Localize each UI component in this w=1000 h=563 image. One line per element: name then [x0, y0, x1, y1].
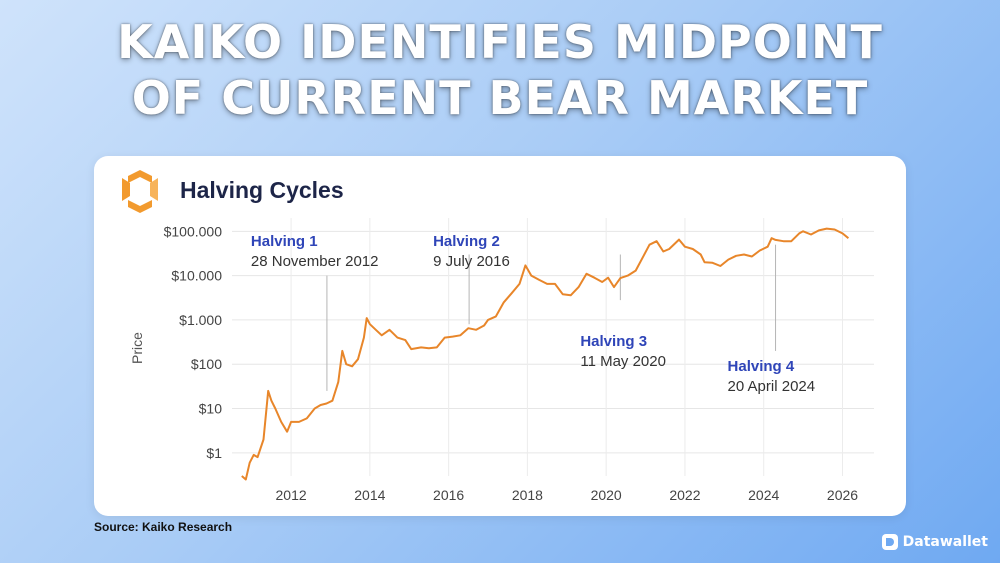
x-tick-label: 2026 [827, 487, 858, 503]
x-tick-label: 2012 [276, 487, 307, 503]
x-tick-label: 2014 [354, 487, 385, 503]
y-tick-label: $1.000 [179, 312, 222, 328]
halving-date: 28 November 2012 [251, 253, 379, 270]
y-tick-label: $100.000 [164, 223, 223, 239]
y-axis-label: Price [129, 332, 145, 364]
halving-title: Halving 2 [433, 233, 500, 250]
kaiko-logo-icon [122, 170, 158, 213]
x-tick-label: 2018 [512, 487, 543, 503]
x-tick-label: 2020 [591, 487, 622, 503]
halving-cycles-chart: Halving Cycles $1 $10 $100 $1.000 $10.000 $10… [122, 170, 874, 503]
halving-title: Halving 4 [728, 358, 795, 375]
halving-date: 11 May 2020 [580, 353, 666, 370]
datawallet-logo-icon [881, 534, 898, 550]
halving-date: 9 July 2016 [433, 253, 510, 270]
chart-title: Halving Cycles [180, 177, 344, 203]
halving-title: Halving 3 [580, 333, 647, 350]
halving-title: Halving 1 [251, 233, 318, 250]
halving-markers [326, 244, 777, 391]
x-tick-label: 2022 [669, 487, 700, 503]
headline-line-2: OF CURRENT BEAR MARKET [131, 71, 869, 125]
halving-annotations: Halving 1 28 November 2012 Halving 2 9 July… [251, 233, 815, 395]
brand-name: Datawallet [902, 534, 988, 550]
x-tick-label: 2016 [433, 487, 464, 503]
headline: KAIKO IDENTIFIES MIDPOINT OF CURRENT BEA… [0, 14, 1000, 126]
y-tick-label: $1 [206, 445, 222, 461]
price-line [241, 227, 850, 481]
x-tick-label: 2024 [748, 487, 779, 503]
halving-date: 20 April 2024 [728, 378, 816, 395]
x-axis-ticks: 2012 2014 2016 2018 2020 2022 2024 2026 [276, 487, 859, 503]
y-tick-label: $10 [199, 401, 223, 417]
y-tick-label: $100 [191, 356, 222, 372]
chart-card: Halving Cycles $1 $10 $100 $1.000 $10.000 $10… [94, 156, 906, 516]
source-note: Source: Kaiko Research [94, 520, 233, 534]
y-axis-ticks: $1 $10 $100 $1.000 $10.000 $100.000 [164, 223, 223, 461]
y-tick-label: $10.000 [171, 268, 222, 284]
headline-line-1: KAIKO IDENTIFIES MIDPOINT [117, 15, 883, 69]
chart-grid [232, 218, 874, 476]
datawallet-brand: Datawallet [881, 534, 988, 550]
